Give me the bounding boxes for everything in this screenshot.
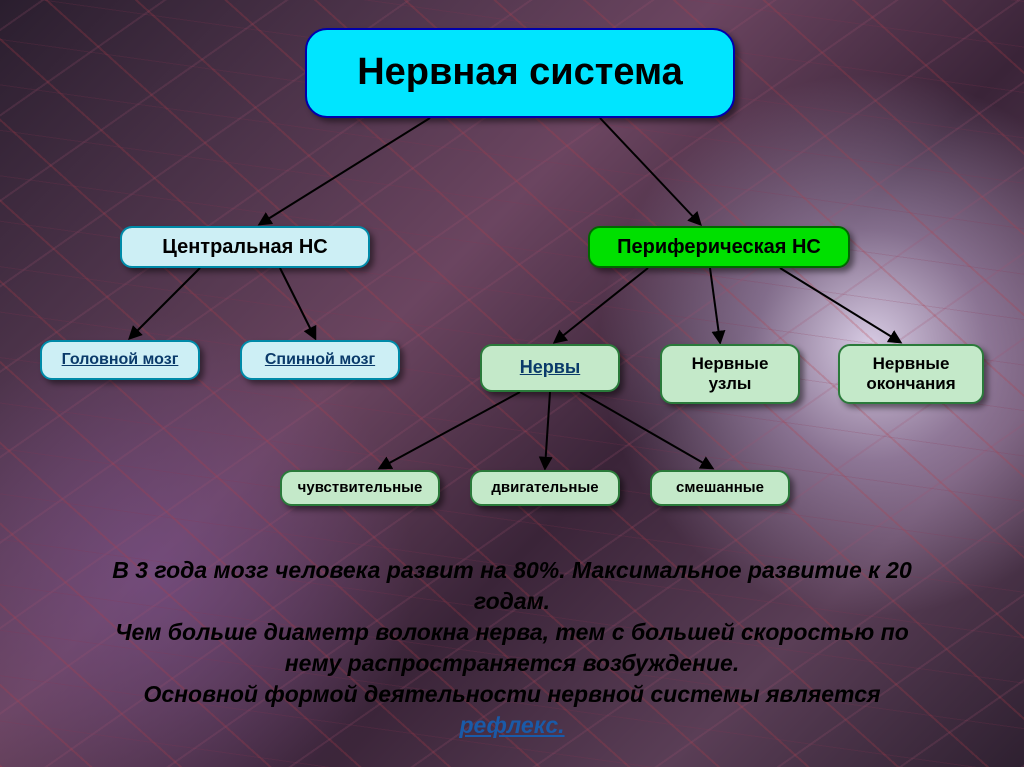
node-ganglia-label: Нервные узлы	[672, 354, 788, 395]
node-sensory: чувствительные	[280, 470, 440, 506]
node-brain-label: Головной мозг	[62, 350, 179, 369]
node-periph: Периферическая НС	[588, 226, 850, 268]
node-periph-label: Периферическая НС	[617, 235, 821, 259]
diagram-content: Нервная система Центральная НС Периферичес…	[0, 0, 1024, 767]
node-motor: двигательные	[470, 470, 620, 506]
node-brain[interactable]: Головной мозг	[40, 340, 200, 380]
node-sensory-label: чувствительные	[298, 479, 423, 497]
node-endings: Нервные окончания	[838, 344, 984, 404]
node-central: Центральная НС	[120, 226, 370, 268]
node-nerves-label: Нервы	[520, 357, 580, 379]
node-mixed: смешанные	[650, 470, 790, 506]
node-central-label: Центральная НС	[162, 235, 328, 259]
node-nerves[interactable]: Нервы	[480, 344, 620, 392]
node-spinal-label: Спинной мозг	[265, 350, 375, 369]
node-motor-label: двигательные	[491, 479, 598, 497]
node-title-label: Нервная система	[357, 50, 683, 96]
node-ganglia: Нервные узлы	[660, 344, 800, 404]
node-spinal[interactable]: Спинной мозг	[240, 340, 400, 380]
node-mixed-label: смешанные	[676, 479, 764, 497]
node-endings-label: Нервные окончания	[850, 354, 972, 395]
node-title: Нервная система	[305, 28, 735, 118]
